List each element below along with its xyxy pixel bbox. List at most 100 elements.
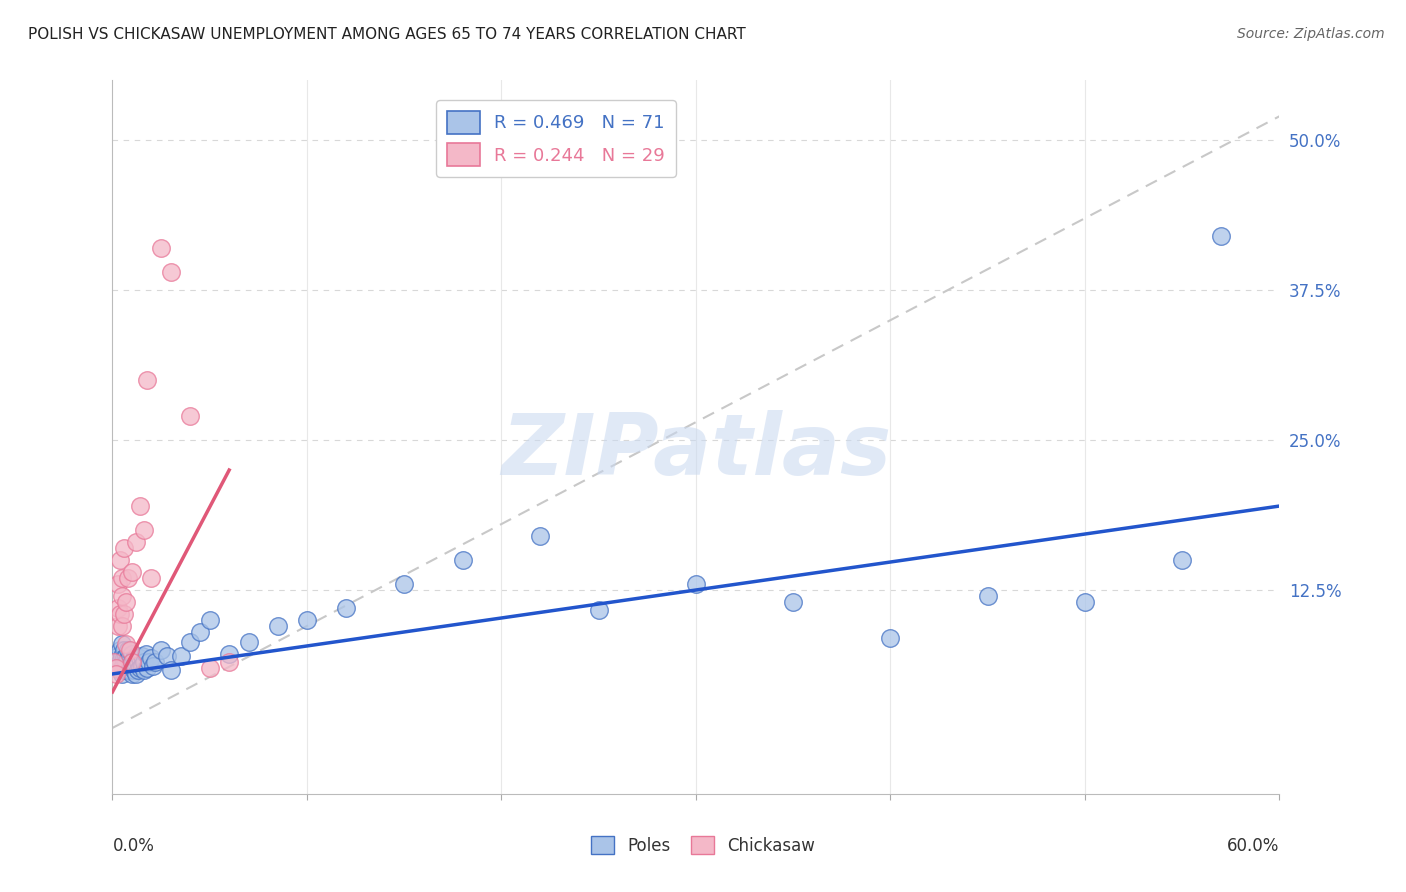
- Point: [115, 664, 138, 678]
- Point: [160, 664, 183, 678]
- Point: [111, 571, 134, 585]
- Point: [115, 661, 138, 675]
- Point: [160, 265, 183, 279]
- Point: [188, 624, 211, 639]
- Point: [198, 661, 221, 675]
- Point: [121, 655, 143, 669]
- Point: [111, 667, 134, 681]
- Point: [121, 655, 143, 669]
- Point: [107, 577, 129, 591]
- Point: [107, 648, 129, 663]
- Point: [588, 603, 610, 617]
- Point: [110, 643, 132, 657]
- Point: [1209, 229, 1232, 244]
- Point: [685, 577, 707, 591]
- Point: [141, 571, 163, 585]
- Point: [115, 648, 138, 663]
- Point: [128, 651, 150, 665]
- Point: [138, 655, 160, 669]
- Point: [132, 664, 155, 678]
- Point: [115, 655, 138, 669]
- Point: [117, 643, 139, 657]
- Point: [976, 589, 998, 603]
- Point: [156, 648, 179, 663]
- Point: [107, 619, 129, 633]
- Legend: R = 0.469   N = 71, R = 0.244   N = 29: R = 0.469 N = 71, R = 0.244 N = 29: [436, 100, 676, 178]
- Point: [107, 661, 129, 675]
- Point: [112, 607, 135, 621]
- Point: [121, 667, 143, 681]
- Point: [112, 655, 135, 669]
- Point: [394, 577, 416, 591]
- Point: [136, 661, 159, 675]
- Point: [125, 535, 148, 549]
- Point: [111, 661, 134, 675]
- Point: [335, 601, 357, 615]
- Point: [110, 553, 132, 567]
- Point: [122, 651, 145, 665]
- Point: [121, 565, 143, 579]
- Legend: Poles, Chickasaw: Poles, Chickasaw: [583, 830, 823, 862]
- Point: [125, 648, 148, 663]
- Point: [111, 589, 134, 603]
- Point: [105, 661, 128, 675]
- Text: 0.0%: 0.0%: [112, 837, 155, 855]
- Point: [121, 647, 143, 661]
- Point: [111, 648, 134, 663]
- Point: [127, 655, 149, 669]
- Point: [128, 661, 150, 675]
- Point: [121, 661, 143, 675]
- Point: [132, 523, 155, 537]
- Point: [179, 409, 201, 423]
- Point: [125, 667, 148, 681]
- Text: ZIPatlas: ZIPatlas: [501, 409, 891, 493]
- Point: [267, 619, 290, 633]
- Point: [105, 667, 128, 681]
- Point: [127, 664, 149, 678]
- Point: [112, 643, 135, 657]
- Point: [142, 658, 165, 673]
- Point: [218, 655, 240, 669]
- Point: [1074, 595, 1097, 609]
- Point: [110, 607, 132, 621]
- Point: [295, 613, 318, 627]
- Text: Source: ZipAtlas.com: Source: ZipAtlas.com: [1237, 27, 1385, 41]
- Point: [112, 664, 135, 678]
- Point: [879, 631, 901, 645]
- Point: [150, 241, 173, 255]
- Point: [529, 529, 551, 543]
- Point: [122, 658, 145, 673]
- Point: [169, 648, 191, 663]
- Point: [132, 655, 155, 669]
- Point: [1171, 553, 1194, 567]
- Text: 60.0%: 60.0%: [1227, 837, 1279, 855]
- Text: POLISH VS CHICKASAW UNEMPLOYMENT AMONG AGES 65 TO 74 YEARS CORRELATION CHART: POLISH VS CHICKASAW UNEMPLOYMENT AMONG A…: [28, 27, 745, 42]
- Point: [112, 651, 135, 665]
- Point: [141, 651, 163, 665]
- Point: [131, 648, 153, 663]
- Point: [115, 595, 138, 609]
- Point: [136, 373, 159, 387]
- Point: [110, 664, 132, 678]
- Point: [451, 553, 474, 567]
- Point: [117, 664, 139, 678]
- Point: [111, 637, 134, 651]
- Point: [117, 571, 139, 585]
- Point: [122, 664, 145, 678]
- Point: [112, 541, 135, 555]
- Point: [118, 648, 141, 663]
- Point: [198, 613, 221, 627]
- Point: [107, 601, 129, 615]
- Point: [131, 658, 153, 673]
- Point: [218, 647, 240, 661]
- Point: [125, 661, 148, 675]
- Point: [118, 658, 141, 673]
- Point: [128, 499, 150, 513]
- Point: [143, 655, 166, 669]
- Point: [135, 647, 157, 661]
- Point: [179, 634, 201, 648]
- Point: [118, 664, 141, 678]
- Point: [103, 655, 125, 669]
- Point: [110, 655, 132, 669]
- Point: [105, 655, 128, 669]
